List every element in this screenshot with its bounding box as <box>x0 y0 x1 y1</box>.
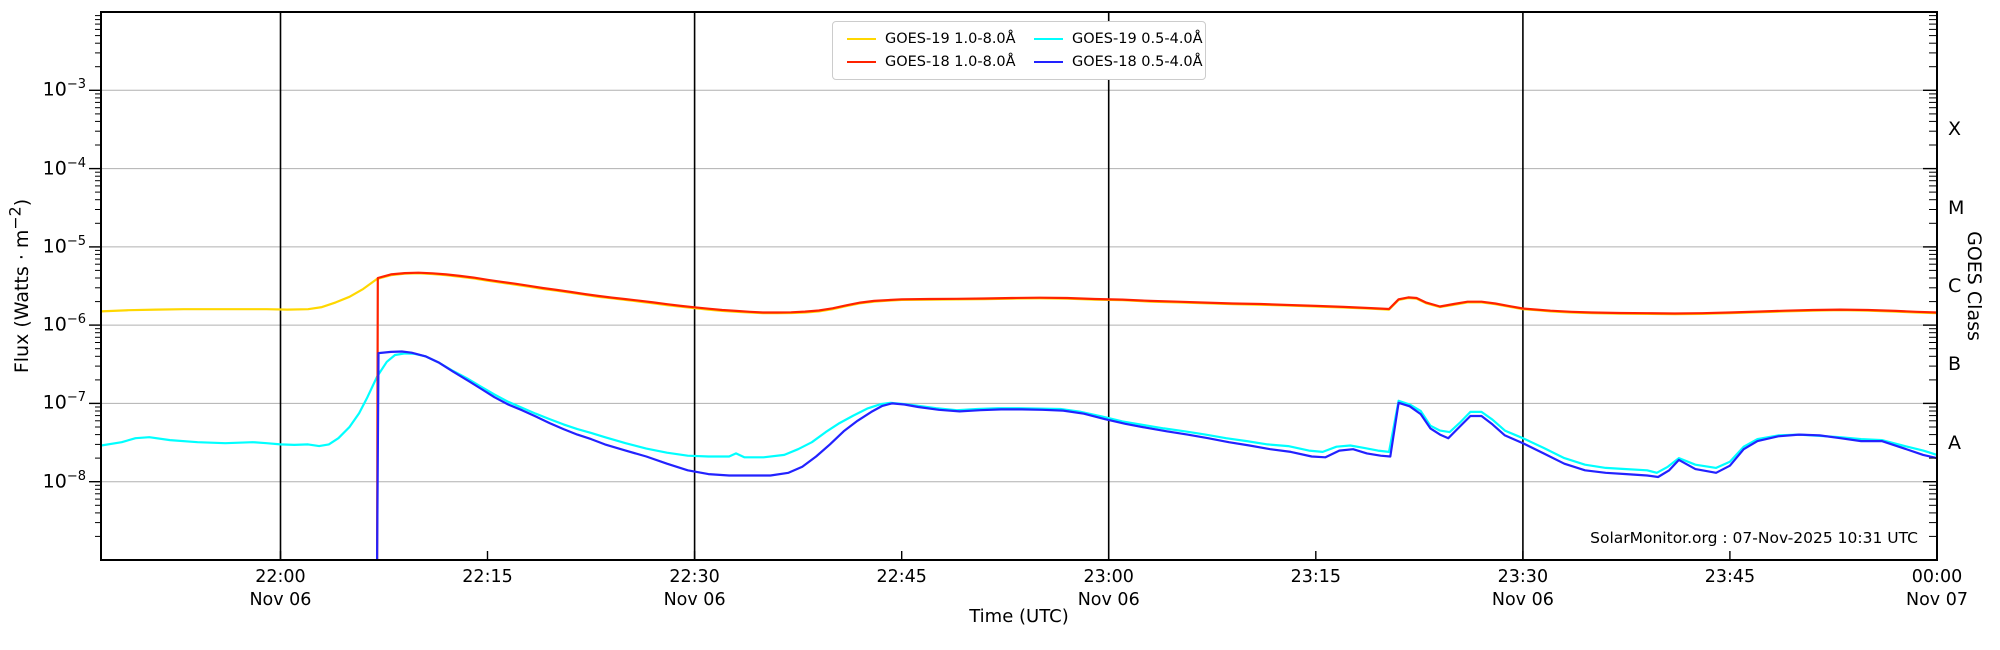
goes19-long-swatch <box>847 38 876 40</box>
legend-label: GOES-19 1.0-8.0Å <box>885 31 1016 47</box>
goes18-long-swatch <box>847 61 876 63</box>
goes-class-label: M <box>1948 196 1965 219</box>
y-tick-label: 10−3 <box>42 77 86 101</box>
x-axis-label: Time (UTC) <box>969 606 1069 627</box>
y-tick-label: 10−8 <box>42 468 86 493</box>
series-goes18-short-line <box>376 350 1937 560</box>
legend-entry-goes18-long: GOES-18 1.0-8.0Å <box>847 54 1034 70</box>
goes-class-label: C <box>1948 275 1962 297</box>
goes-class-label: A <box>1948 431 1961 454</box>
goes-class-label: X <box>1948 118 1962 141</box>
x-tick-label: 22:45 <box>876 567 927 587</box>
y-tick-label: 10−5 <box>42 234 86 258</box>
y-tick-label: 10−7 <box>42 390 86 414</box>
legend-entry-goes19-short: GOES-19 0.5-4.0Å <box>1034 31 1203 47</box>
plot-border <box>100 11 1938 561</box>
goes18-short-swatch <box>1034 61 1063 63</box>
legend-label: GOES-19 0.5-4.0Å <box>1072 31 1203 47</box>
legend-entry-goes18-short: GOES-18 0.5-4.0Å <box>1034 54 1203 70</box>
goes-class-label: B <box>1948 353 1962 376</box>
x-tick-label: 23:00 Nov 06 <box>1077 567 1140 610</box>
solarmonitor-timestamp: SolarMonitor.org : 07-Nov-2025 10:31 UTC <box>1590 529 1918 547</box>
legend: GOES-19 1.0-8.0Å GOES-18 1.0-8.0Å GOES-1… <box>832 21 1206 80</box>
x-tick-label: 23:15 <box>1290 567 1342 587</box>
x-tick-label: 22:15 <box>462 567 513 587</box>
x-tick-label: 23:45 <box>1704 567 1756 587</box>
legend-label: GOES-18 1.0-8.0Å <box>885 54 1016 70</box>
x-tick-label: 22:00 Nov 06 <box>249 567 312 610</box>
x-tick-label: 00:00 Nov 07 <box>1906 567 1968 610</box>
x-tick-label: 23:30 Nov 06 <box>1491 567 1554 610</box>
legend-label: GOES-18 0.5-4.0Å <box>1072 54 1203 70</box>
x-tick-label: 22:30 Nov 06 <box>663 567 726 610</box>
goes19-short-swatch <box>1034 38 1063 40</box>
y-axis-label-right: GOES Class <box>1963 231 1985 341</box>
legend-entry-goes19-long: GOES-19 1.0-8.0Å <box>847 31 1034 47</box>
series-goes18-long-line <box>376 271 1937 560</box>
y-axis-label-left: Flux (Watts · m−2) <box>5 198 33 374</box>
y-tick-label: 10−6 <box>42 312 86 336</box>
y-tick-label: 10−4 <box>42 155 86 180</box>
series-goes19-long-line <box>101 272 1937 316</box>
